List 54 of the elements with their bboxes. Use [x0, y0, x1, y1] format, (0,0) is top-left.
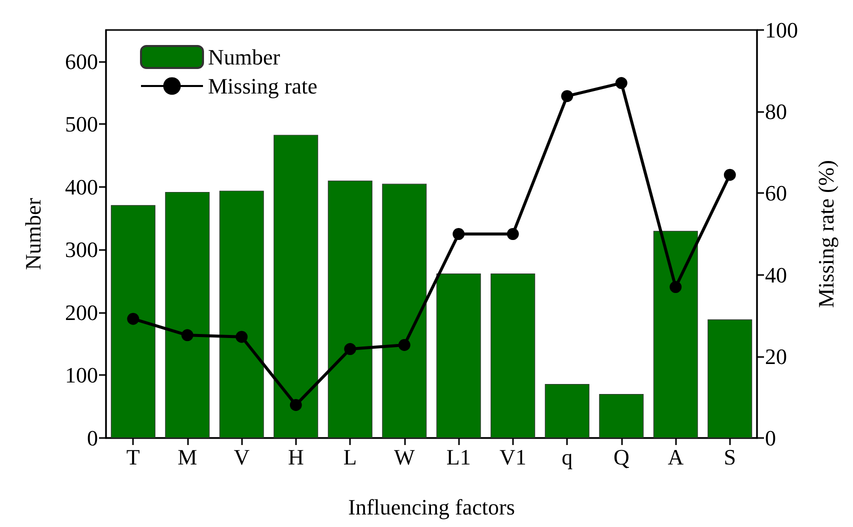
- bar: [328, 180, 372, 438]
- x-tick-label: V: [234, 444, 250, 470]
- bar: [219, 190, 264, 438]
- y-axis-title: Number: [20, 197, 46, 270]
- point: [127, 312, 140, 325]
- y-tick-label: 500: [65, 112, 98, 137]
- y2-tick-label: 60: [765, 180, 787, 206]
- bar: [490, 274, 536, 438]
- bar: [382, 184, 427, 438]
- point: [290, 398, 302, 411]
- y-tick-label: 600: [65, 48, 98, 74]
- point: [615, 77, 628, 90]
- y2-tick-label: 40: [765, 262, 787, 288]
- point: [236, 330, 248, 343]
- point: [181, 329, 194, 342]
- bar: [599, 394, 644, 438]
- x-tick-label: M: [178, 444, 198, 470]
- x-tick-label: q: [562, 444, 573, 470]
- point: [344, 343, 356, 356]
- y-tick-label: 400: [65, 174, 98, 200]
- bar: [165, 192, 210, 438]
- x-tick-label: T: [126, 444, 140, 470]
- legend-label: Number: [208, 44, 281, 70]
- point: [561, 90, 574, 102]
- point: [452, 228, 465, 240]
- y2-axis-title: Missing rate (%): [814, 160, 838, 308]
- y-tick-label: 100: [65, 362, 98, 388]
- x-tick-label: V1: [499, 444, 526, 470]
- point: [724, 168, 736, 181]
- y2-tick-label: 100: [765, 18, 798, 42]
- x-tick-label: A: [668, 444, 684, 470]
- point: [398, 338, 410, 351]
- y2-tick-label: 20: [765, 344, 787, 369]
- bar: [544, 384, 590, 438]
- x-tick-label: Q: [613, 444, 630, 470]
- x-tick-label: H: [288, 444, 304, 470]
- y-tick-label: 200: [65, 300, 98, 325]
- point: [506, 228, 519, 240]
- bar: [708, 319, 752, 438]
- x-tick-label: L: [343, 444, 357, 470]
- bar: [653, 230, 698, 438]
- y-tick-label: 0: [87, 426, 98, 450]
- bar: [110, 205, 156, 438]
- bar: [436, 274, 481, 438]
- y2-tick-label: 80: [765, 99, 787, 124]
- x-tick-label: S: [724, 444, 736, 470]
- x-tick-label: L1: [446, 444, 471, 470]
- y-tick-label: 300: [65, 237, 98, 262]
- legend-label: Missing rate: [208, 74, 318, 98]
- point: [670, 281, 682, 294]
- x-tick-label: W: [394, 444, 415, 470]
- x-axis-title: Influencing factors: [348, 494, 515, 520]
- y2-tick-label: 0: [765, 426, 776, 450]
- bar: [274, 134, 318, 438]
